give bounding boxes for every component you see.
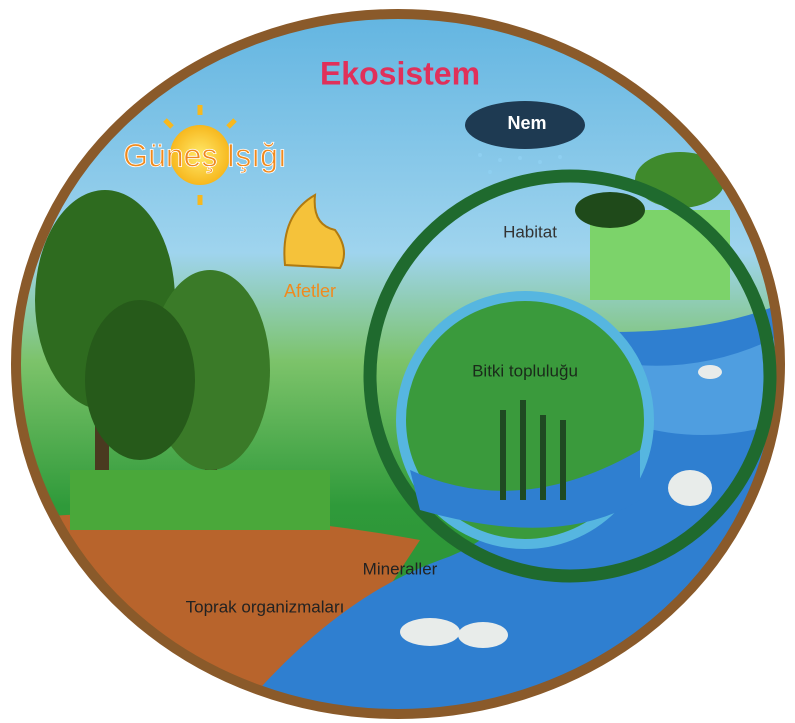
ecosystem-diagram: Ekosistem Güneş Işığı Nem Habitat Afetle… [0, 0, 795, 723]
scene [0, 0, 795, 723]
label-plant-community: Bitki topluluğu [472, 361, 578, 380]
label-humidity: Nem [507, 113, 546, 133]
label-minerals: Mineraller [363, 559, 438, 578]
label-disasters: Afetler [284, 281, 336, 301]
title: Ekosistem [320, 55, 480, 91]
label-sunlight: Güneş Işığı [123, 137, 287, 173]
grass [70, 470, 330, 530]
label-soil-organisms: Toprak organizmaları [186, 597, 345, 616]
label-habitat: Habitat [503, 222, 557, 241]
